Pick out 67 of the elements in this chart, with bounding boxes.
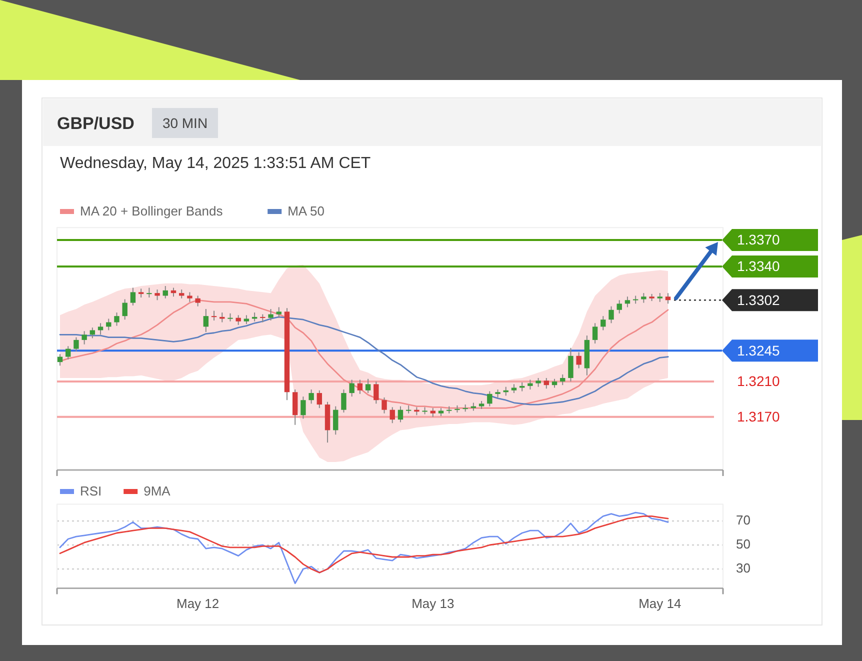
candlestick <box>130 287 136 306</box>
candlestick <box>146 287 152 298</box>
candlestick <box>398 406 404 423</box>
candlestick <box>276 306 282 318</box>
candlestick <box>382 396 387 414</box>
candlestick <box>333 406 338 436</box>
candlestick <box>211 310 217 321</box>
ref-line-label: 1.3170 <box>737 408 780 425</box>
candlestick <box>90 327 96 339</box>
chart-title: GBP/USD <box>57 114 134 133</box>
candlestick <box>98 322 104 336</box>
candlestick <box>592 322 598 344</box>
candlestick <box>114 312 120 326</box>
candlestick <box>365 378 371 394</box>
x-tick-label: May 14 <box>638 596 682 612</box>
candlestick <box>357 379 363 394</box>
candlestick <box>236 314 241 326</box>
candlestick <box>122 298 128 320</box>
y-tick-label: 50 <box>736 536 750 552</box>
candlestick <box>576 352 582 369</box>
candlestick <box>349 379 354 398</box>
y-tick-label: 70 <box>736 512 750 528</box>
candlestick <box>374 381 379 404</box>
candlestick <box>528 379 533 390</box>
candlestick <box>341 388 346 413</box>
candlestick <box>316 390 322 409</box>
candlestick <box>292 388 298 426</box>
candlestick <box>624 296 630 308</box>
legend-label: MA 20 + Bollinger Bands <box>80 203 224 218</box>
candlestick <box>487 390 492 407</box>
candlestick <box>74 336 79 352</box>
candlestick <box>665 292 671 304</box>
line-series <box>59 512 669 584</box>
candlestick <box>560 374 566 386</box>
candlestick <box>600 316 606 331</box>
candlestick <box>308 388 314 404</box>
candlestick <box>187 292 192 302</box>
ref-line-label: 1.3245 <box>737 342 780 358</box>
candlestick <box>300 396 306 420</box>
candlestick <box>203 308 209 332</box>
candlestick <box>162 285 168 299</box>
y-tick-label: 30 <box>736 560 750 576</box>
x-tick-label: May 13 <box>412 596 454 612</box>
candlestick <box>268 308 274 321</box>
ref-line-label: 1.3302 <box>737 292 780 308</box>
candlestick <box>608 306 614 324</box>
candlestick <box>82 330 87 345</box>
candlestick <box>641 292 646 304</box>
ref-line-label: 1.3340 <box>737 258 780 274</box>
ref-line-label: 1.3370 <box>737 232 780 248</box>
candlestick <box>544 377 549 390</box>
text: 30 MIN <box>162 115 208 131</box>
candlestick <box>66 346 71 360</box>
candlestick <box>57 354 63 366</box>
candlestick <box>568 347 574 382</box>
candlestick <box>195 295 200 307</box>
legend-label: 9MA <box>144 483 171 498</box>
candlestick <box>616 300 622 314</box>
legend-label: RSI <box>80 483 102 498</box>
line-series <box>59 516 669 574</box>
text: Wednesday, May 14, 2025 1:33:51 AM CET <box>60 155 371 172</box>
legend-label: MA 50 <box>288 203 324 218</box>
candlestick <box>154 289 160 301</box>
candlestick <box>390 406 395 424</box>
x-tick-label: May 12 <box>176 596 220 612</box>
candlestick <box>422 406 428 415</box>
ref-line-label: 1.3210 <box>737 373 780 390</box>
